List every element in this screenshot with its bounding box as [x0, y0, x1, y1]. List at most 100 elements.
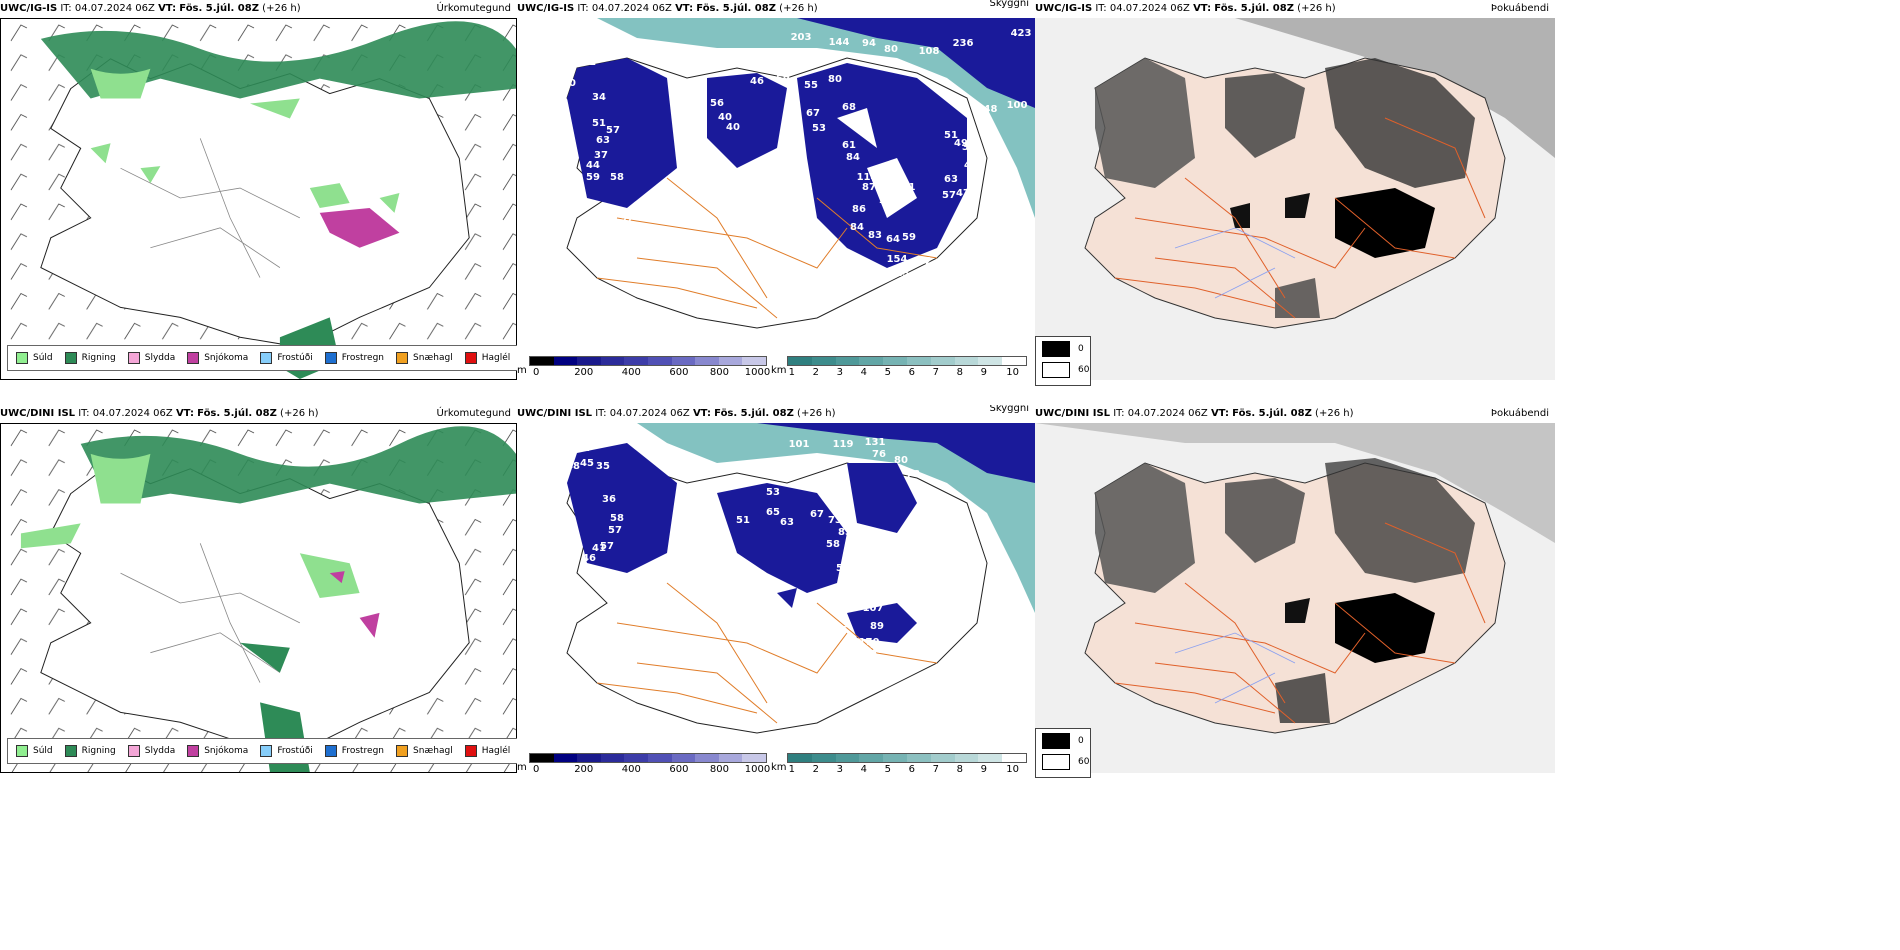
ceiling-colorbar-strip: [529, 753, 767, 763]
ceiling-label: 80: [828, 74, 842, 85]
ceiling-label: 31: [582, 57, 596, 68]
ceiling-label: 64: [886, 234, 900, 245]
ceiling-label: 49: [954, 138, 968, 149]
ceiling-label: 76: [872, 449, 886, 460]
it-label: IT:: [1113, 408, 1125, 419]
model-name: UWC/IG-IS: [1035, 3, 1093, 14]
ceiling-label: 89: [870, 621, 884, 632]
ceiling-label: 44: [566, 58, 580, 69]
visibility-colorbar-strip: [787, 753, 1027, 763]
model-name: UWC/DINI ISL: [1035, 408, 1111, 419]
ceiling-label: 64: [858, 565, 872, 576]
ceiling-label: 84: [850, 222, 864, 233]
precip-map: Súld Rigning Slydda Snjókoma Frostúði Fr…: [0, 423, 517, 773]
fog-map-svg: [1035, 18, 1555, 380]
vt-label: VT:: [175, 408, 194, 419]
ceiling-label: 148: [977, 104, 998, 115]
ceiling-label: 65: [766, 507, 780, 518]
valid-time: Fös. 5.júl. 08Z: [197, 408, 277, 419]
model-name: UWC/DINI ISL: [517, 408, 593, 419]
ceiling-label: 59: [586, 172, 600, 183]
ceiling-label: 193: [839, 645, 860, 656]
visibility-map: 46 47 44 31 51 50 49 34 51 57 63 37 44 59 58 97 75 56 40 46…: [517, 18, 1035, 380]
ceiling-label: 59: [902, 232, 916, 243]
ceiling-label: 12: [918, 256, 932, 267]
ceiling-label: 97: [620, 213, 634, 224]
legend-item-snjokoma: Snjókoma: [187, 352, 248, 364]
ceiling-label: 50: [870, 593, 884, 604]
legend-item-haglel: Haglél: [464, 745, 510, 757]
lead-time: (+26 h): [262, 3, 301, 14]
vt-label: VT:: [158, 3, 177, 14]
ceiling-label: 80: [894, 455, 908, 466]
panel-title: Úrkomutegund: [436, 3, 511, 14]
ceiling-label: 51: [944, 130, 958, 141]
ceiling-label: 101: [789, 439, 810, 450]
panel-header: UWC/IG-IS IT: 04.07.2024 06Z VT: Fös. 5.…: [1035, 0, 1555, 18]
visibility-colorbar: km 1 2 3 4 5 6 7 8 9 10: [771, 753, 1027, 773]
ceiling-label: 80: [884, 44, 898, 55]
vt-label: VT:: [675, 3, 694, 14]
ceiling-label: 57: [608, 525, 622, 536]
init-time: 04.07.2024 06Z: [591, 3, 672, 14]
fog-legend: 0 60: [1035, 728, 1091, 778]
ceiling-label: 43: [704, 509, 718, 520]
panel-header: UWC/DINI ISL IT: 04.07.2024 06Z VT: Fös.…: [0, 405, 517, 423]
visibility-map: 52 48 45 35 36 58 57 57 41 46 43 51 53 65 63 67 73 85 58 50…: [517, 423, 1035, 773]
ceiling-label: 47: [580, 43, 594, 54]
ceiling-label: 49: [552, 98, 566, 109]
ceiling-label: 53: [812, 123, 826, 134]
valid-time: Fös. 5.júl. 08Z: [179, 3, 259, 14]
ceiling-label: 63: [596, 135, 610, 146]
visibility-unit: km: [771, 762, 787, 773]
panel-header: UWC/DINI ISL IT: 04.07.2024 06Z VT: Fös.…: [517, 405, 1035, 423]
it-label: IT:: [1095, 3, 1107, 14]
ceiling-label: 86: [852, 204, 866, 215]
ceiling-label: 53: [766, 487, 780, 498]
legend-item-frostregn: Frostregn: [324, 352, 384, 364]
ceiling-label: 121: [895, 182, 916, 193]
visibility-ticks: 1 2 3 4 5 6 7 8 9 10: [788, 764, 1019, 773]
legend-item-frostudi: Frostúði: [260, 745, 313, 757]
ceiling-label: 63: [944, 174, 958, 185]
valid-time: Fös. 5.júl. 08Z: [1232, 408, 1312, 419]
panel-title: Þokuábendi: [1490, 3, 1549, 14]
model-name: UWC/IG-IS: [517, 3, 575, 14]
ceiling-label: 103: [857, 649, 878, 660]
vt-label: VT:: [692, 408, 711, 419]
ceiling-label: 170: [859, 637, 880, 648]
ceiling-label: 78: [906, 469, 920, 480]
row1-fog-panel: UWC/IG-IS IT: 04.07.2024 06Z VT: Fös. 5.…: [1035, 0, 1555, 380]
ceiling-label: 85: [838, 527, 852, 538]
ceiling-label: 236: [953, 38, 974, 49]
it-label: IT:: [595, 408, 607, 419]
ceiling-label: 55: [804, 80, 818, 91]
ceiling-label: 40: [718, 112, 732, 123]
ceiling-colorbar: m 0 200 400 600 800 1000: [517, 753, 770, 773]
ceiling-label: 46: [568, 46, 582, 57]
panel-title: Skyggni: [989, 405, 1029, 414]
legend-item-snaehagl: Snæhagl: [396, 745, 453, 757]
ceiling-label: 51: [554, 70, 568, 81]
ceiling-label: 44: [586, 160, 600, 171]
init-time: 04.07.2024 06Z: [74, 3, 155, 14]
ceiling-label: 63: [780, 517, 794, 528]
legend-item-snjokoma: Snjókoma: [187, 745, 248, 757]
ceiling-label: 35: [596, 461, 610, 472]
legend-item-snaehagl: Snæhagl: [396, 352, 453, 364]
legend-item-slydda: Slydda: [127, 745, 175, 757]
ceiling-label: 123: [889, 268, 910, 279]
ceiling-label: 46: [582, 553, 596, 564]
ceiling-label: 28: [870, 645, 884, 656]
ceiling-unit: m: [517, 365, 527, 376]
legend-item-frostregn: Frostregn: [324, 745, 384, 757]
ceiling-label: 423: [1011, 28, 1032, 39]
precip-map-svg: [1, 19, 516, 379]
it-label: IT:: [78, 408, 90, 419]
ceiling-label: 58: [610, 172, 624, 183]
fog-map: [1035, 18, 1555, 380]
ceiling-label: 58: [882, 178, 896, 189]
ceiling-label: 94: [862, 38, 876, 49]
legend-item-haglel: Haglél: [464, 352, 510, 364]
